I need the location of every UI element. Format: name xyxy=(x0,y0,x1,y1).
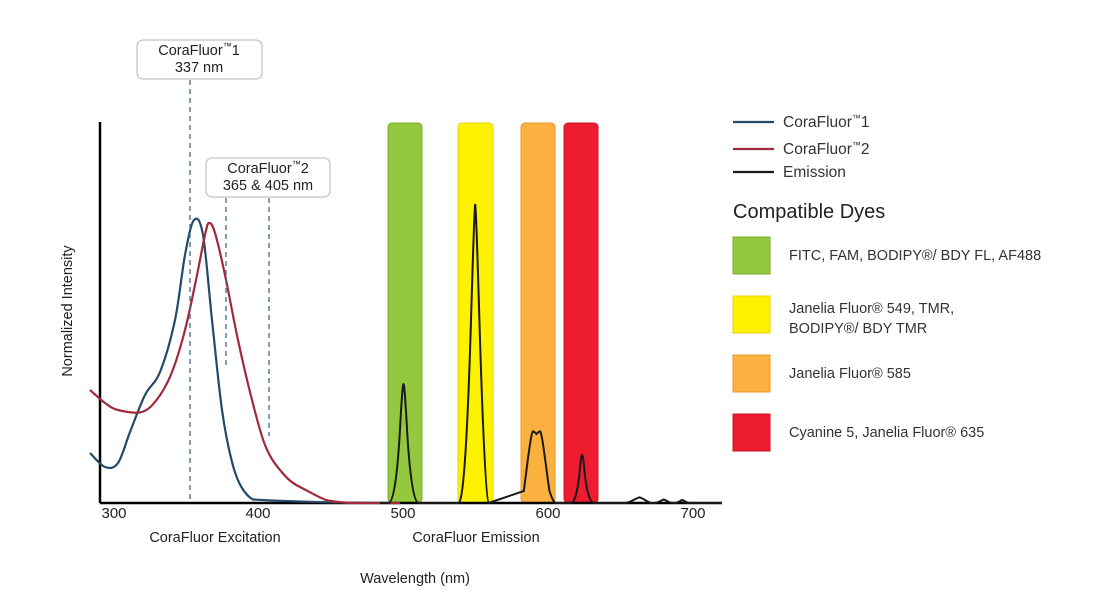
svg-text:Janelia Fluor® 585: Janelia Fluor® 585 xyxy=(789,366,911,382)
svg-text:337 nm: 337 nm xyxy=(175,60,223,76)
svg-text:CoraFluor Emission: CoraFluor Emission xyxy=(412,530,539,546)
svg-text:365 & 405 nm: 365 & 405 nm xyxy=(223,178,313,194)
svg-text:600: 600 xyxy=(535,505,560,522)
svg-text:Compatible Dyes: Compatible Dyes xyxy=(733,201,885,223)
svg-text:Cyanine 5, Janelia Fluor® 635: Cyanine 5, Janelia Fluor® 635 xyxy=(789,425,984,441)
svg-text:CoraFluor Excitation: CoraFluor Excitation xyxy=(149,530,280,546)
svg-text:BODIPY®/ BDY TMR: BODIPY®/ BDY TMR xyxy=(789,321,927,337)
svg-text:300: 300 xyxy=(101,505,126,522)
svg-text:400: 400 xyxy=(245,505,270,522)
svg-text:FITC, FAM, BODIPY®/ BDY FL, AF: FITC, FAM, BODIPY®/ BDY FL, AF488 xyxy=(789,248,1041,264)
svg-text:700: 700 xyxy=(680,505,705,522)
svg-text:500: 500 xyxy=(390,505,415,522)
svg-text:Emission: Emission xyxy=(783,164,846,181)
svg-text:Wavelength (nm): Wavelength (nm) xyxy=(360,571,470,587)
svg-text:Janelia Fluor® 549, TMR,: Janelia Fluor® 549, TMR, xyxy=(789,301,954,317)
svg-text:Normalized Intensity: Normalized Intensity xyxy=(60,245,76,377)
